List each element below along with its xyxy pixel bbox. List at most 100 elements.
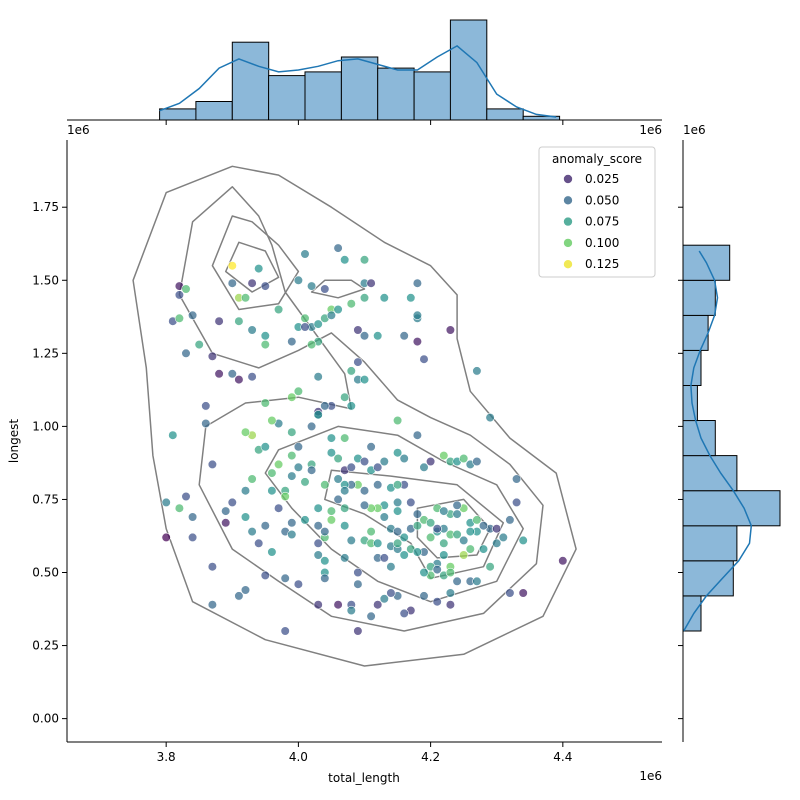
scatter-point bbox=[214, 316, 224, 326]
scatter-point bbox=[320, 480, 330, 490]
scatter-point bbox=[412, 310, 423, 320]
scatter-point bbox=[393, 506, 403, 516]
scatter-point bbox=[353, 626, 363, 636]
scatter-point bbox=[168, 430, 178, 440]
legend-title: anomaly_score bbox=[552, 152, 642, 166]
marginal-x-bar bbox=[377, 67, 415, 121]
scatter-point bbox=[260, 281, 270, 291]
scatter-point bbox=[307, 281, 317, 291]
marginal-y-bar bbox=[682, 560, 734, 597]
marginal-y-bar bbox=[682, 490, 781, 527]
scatter-point bbox=[353, 325, 363, 335]
scatter-point bbox=[287, 392, 297, 402]
scatter-point bbox=[194, 340, 204, 350]
scatter-point bbox=[287, 427, 297, 437]
scatter-point bbox=[181, 348, 191, 358]
scatter-point bbox=[207, 459, 217, 470]
scatter-point bbox=[313, 372, 323, 382]
scatter-point bbox=[307, 421, 317, 432]
scatter-point bbox=[300, 249, 310, 259]
scatter-point bbox=[313, 538, 323, 548]
scatter-point bbox=[326, 433, 337, 443]
scatter-point bbox=[280, 491, 290, 502]
scatter-point bbox=[445, 325, 456, 335]
scatter-point bbox=[240, 293, 251, 303]
scatter-point bbox=[313, 600, 323, 610]
scatter-point bbox=[412, 521, 423, 531]
scatter-point bbox=[386, 562, 396, 572]
scatter-point bbox=[293, 386, 304, 396]
marginal-x-bar bbox=[268, 75, 306, 121]
scatter-point bbox=[287, 529, 297, 540]
scatter-point bbox=[161, 532, 171, 543]
scatter-point bbox=[373, 331, 383, 341]
scatter-point bbox=[307, 340, 317, 350]
scatter-point bbox=[254, 264, 264, 274]
scatter-point bbox=[379, 512, 389, 522]
scatter-point bbox=[340, 392, 350, 402]
scatter-point bbox=[333, 243, 343, 253]
scatter-point bbox=[346, 605, 356, 616]
legend: anomaly_score 0.025 0.050 0.075 0.100 0.125 bbox=[538, 146, 656, 278]
scatter-point bbox=[492, 538, 502, 548]
scatter-point bbox=[320, 284, 330, 294]
scatter-point bbox=[366, 611, 376, 621]
scatter-point bbox=[326, 515, 337, 525]
kde-contour-8 bbox=[416, 498, 491, 559]
scatter-point bbox=[412, 509, 423, 519]
legend-marker bbox=[563, 259, 573, 270]
scatter-point bbox=[432, 564, 442, 575]
y-axis-ticks: 0.00 0.25 0.50 0.75 1.00 1.25 1.50 1.75 bbox=[32, 200, 67, 726]
scatter-point bbox=[174, 503, 184, 513]
y-tick-label: 0.75 bbox=[32, 492, 59, 506]
marginal-x-bar bbox=[486, 108, 524, 121]
main-scatter-plot: 3.8 4.0 4.2 4.4 0.00 0.25 0.50 0.75 1.00 1.25 1.5… bbox=[7, 140, 662, 785]
scatter-point bbox=[419, 567, 429, 578]
scatter-point bbox=[359, 486, 370, 496]
scatter-point bbox=[445, 600, 456, 610]
scatter-point bbox=[406, 293, 416, 303]
scatter-point bbox=[313, 319, 323, 329]
scatter-point bbox=[419, 354, 429, 364]
scatter-point bbox=[472, 576, 482, 586]
scatter-point bbox=[267, 415, 277, 426]
scatter-point bbox=[326, 448, 337, 458]
y-tick-label: 1.25 bbox=[32, 346, 59, 360]
scatter-point bbox=[366, 526, 376, 537]
scatter-point bbox=[293, 275, 304, 285]
marginal-x-bar bbox=[413, 71, 452, 121]
scatter-point bbox=[240, 512, 251, 522]
marginal-x-histogram: 1e6 1e6 bbox=[67, 19, 662, 137]
scatter-point bbox=[247, 474, 257, 484]
scatter-point bbox=[399, 608, 409, 619]
marginal-x-bar bbox=[231, 41, 270, 121]
scatter-point bbox=[366, 278, 376, 288]
kde-contour-1 bbox=[132, 165, 577, 667]
scatter-point bbox=[247, 526, 257, 537]
x-tick-label: 3.8 bbox=[157, 750, 176, 764]
scatter-point bbox=[426, 518, 436, 528]
scatter-point bbox=[353, 357, 363, 367]
scatter-point bbox=[518, 535, 528, 546]
scatter-point bbox=[393, 415, 403, 426]
y-tick-label: 0.25 bbox=[32, 639, 59, 653]
x-axis-ticks: 3.8 4.0 4.2 4.4 bbox=[157, 742, 572, 764]
scatter-point bbox=[373, 538, 383, 548]
marginal-y-bar bbox=[682, 279, 716, 316]
scatter-point bbox=[234, 316, 244, 326]
scatter-point bbox=[459, 550, 469, 560]
scatter-point bbox=[498, 532, 508, 543]
scatter-point bbox=[300, 322, 310, 332]
scatter-point bbox=[393, 480, 403, 490]
scatter-point bbox=[260, 331, 270, 341]
scatter-point bbox=[247, 372, 257, 382]
y-tick-label: 1.00 bbox=[32, 419, 59, 433]
scatter-point bbox=[393, 497, 403, 508]
scatter-point bbox=[399, 550, 409, 560]
x-tick-label: 4.2 bbox=[421, 750, 440, 764]
scatter-point bbox=[221, 518, 231, 528]
x-tick-label: 4.0 bbox=[289, 750, 308, 764]
scatter-point bbox=[419, 462, 429, 472]
scatter-point bbox=[492, 524, 502, 534]
scatter-point bbox=[174, 313, 184, 323]
